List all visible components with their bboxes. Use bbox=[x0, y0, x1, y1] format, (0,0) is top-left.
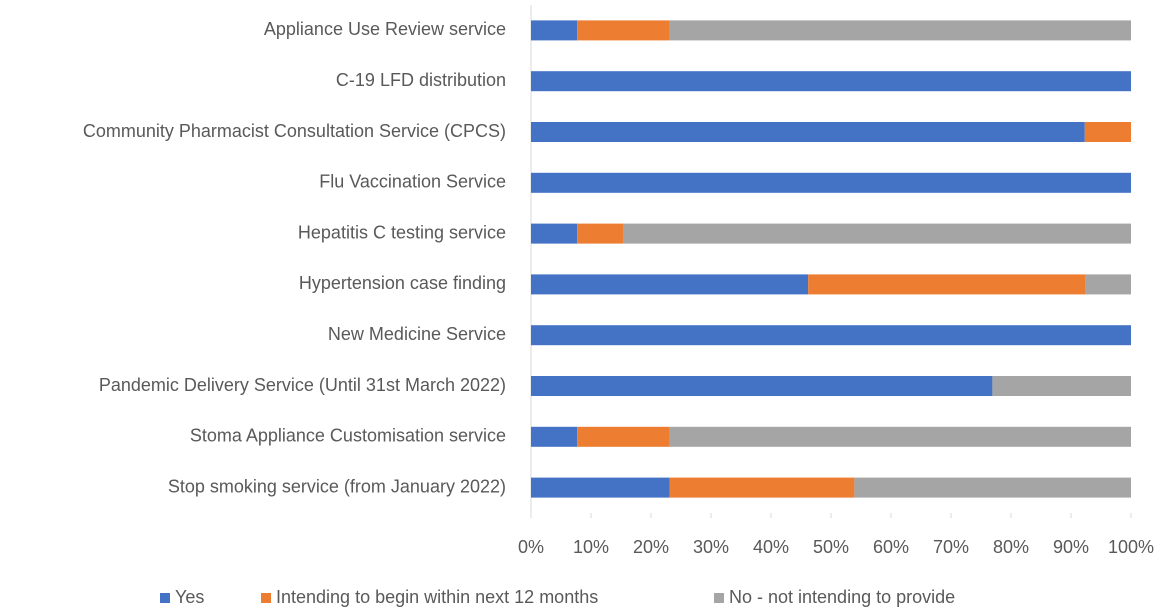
x-tick-label: 40% bbox=[753, 537, 789, 557]
bar-segment bbox=[531, 223, 578, 244]
x-tick-label: 80% bbox=[993, 537, 1029, 557]
bar-segment bbox=[531, 20, 578, 41]
x-tick-label: 20% bbox=[633, 537, 669, 557]
legend-swatch bbox=[714, 593, 724, 603]
bar-segment bbox=[531, 325, 1131, 346]
bar-segment bbox=[577, 426, 670, 447]
bar-segment bbox=[669, 426, 1131, 447]
y-tick-label: New Medicine Service bbox=[328, 324, 506, 344]
y-tick-label: Hypertension case finding bbox=[299, 273, 506, 293]
bar-segment bbox=[1085, 274, 1131, 295]
x-tick-label: 60% bbox=[873, 537, 909, 557]
bar-segment bbox=[531, 477, 670, 498]
bar-segment bbox=[1084, 122, 1131, 142]
bar-segment bbox=[992, 376, 1131, 396]
x-tick-label: 100% bbox=[1108, 537, 1154, 557]
x-tick-label: 0% bbox=[518, 537, 544, 557]
y-tick-label: Pandemic Delivery Service (Until 31st Ma… bbox=[99, 375, 506, 395]
y-tick-label: Community Pharmacist Consultation Servic… bbox=[83, 121, 506, 141]
legend-swatch bbox=[261, 593, 271, 603]
bar-segment bbox=[623, 223, 1131, 244]
legend-swatch bbox=[160, 593, 170, 603]
y-tick-label: Stop smoking service (from January 2022) bbox=[168, 476, 506, 496]
y-tick-label: Flu Vaccination Service bbox=[319, 172, 506, 192]
bar-segment bbox=[808, 274, 1086, 295]
bar-segment bbox=[531, 172, 1131, 193]
bar-segment bbox=[577, 223, 624, 244]
bar-segment bbox=[669, 477, 855, 498]
bar-segment bbox=[531, 71, 1131, 92]
x-tick-label: 70% bbox=[933, 537, 969, 557]
y-tick-label: C-19 LFD distribution bbox=[336, 70, 506, 90]
bar-segment bbox=[531, 376, 993, 396]
x-tick-label: 90% bbox=[1053, 537, 1089, 557]
y-tick-label: Appliance Use Review service bbox=[264, 19, 506, 39]
x-tick-label: 10% bbox=[573, 537, 609, 557]
bar-segment bbox=[577, 20, 670, 41]
bar-segment bbox=[854, 477, 1131, 498]
y-tick-label: Hepatitis C testing service bbox=[298, 222, 506, 242]
legend-label: Yes bbox=[175, 587, 204, 607]
x-tick-label: 50% bbox=[813, 537, 849, 557]
legend-label: Intending to begin within next 12 months bbox=[276, 587, 598, 607]
bar-segment bbox=[531, 274, 809, 295]
legend-label: No - not intending to provide bbox=[729, 587, 955, 607]
y-tick-label: Stoma Appliance Customisation service bbox=[190, 426, 506, 446]
bar-segment bbox=[531, 122, 1085, 142]
x-tick-label: 30% bbox=[693, 537, 729, 557]
bar-segment bbox=[531, 426, 578, 447]
bar-segment bbox=[669, 20, 1131, 41]
